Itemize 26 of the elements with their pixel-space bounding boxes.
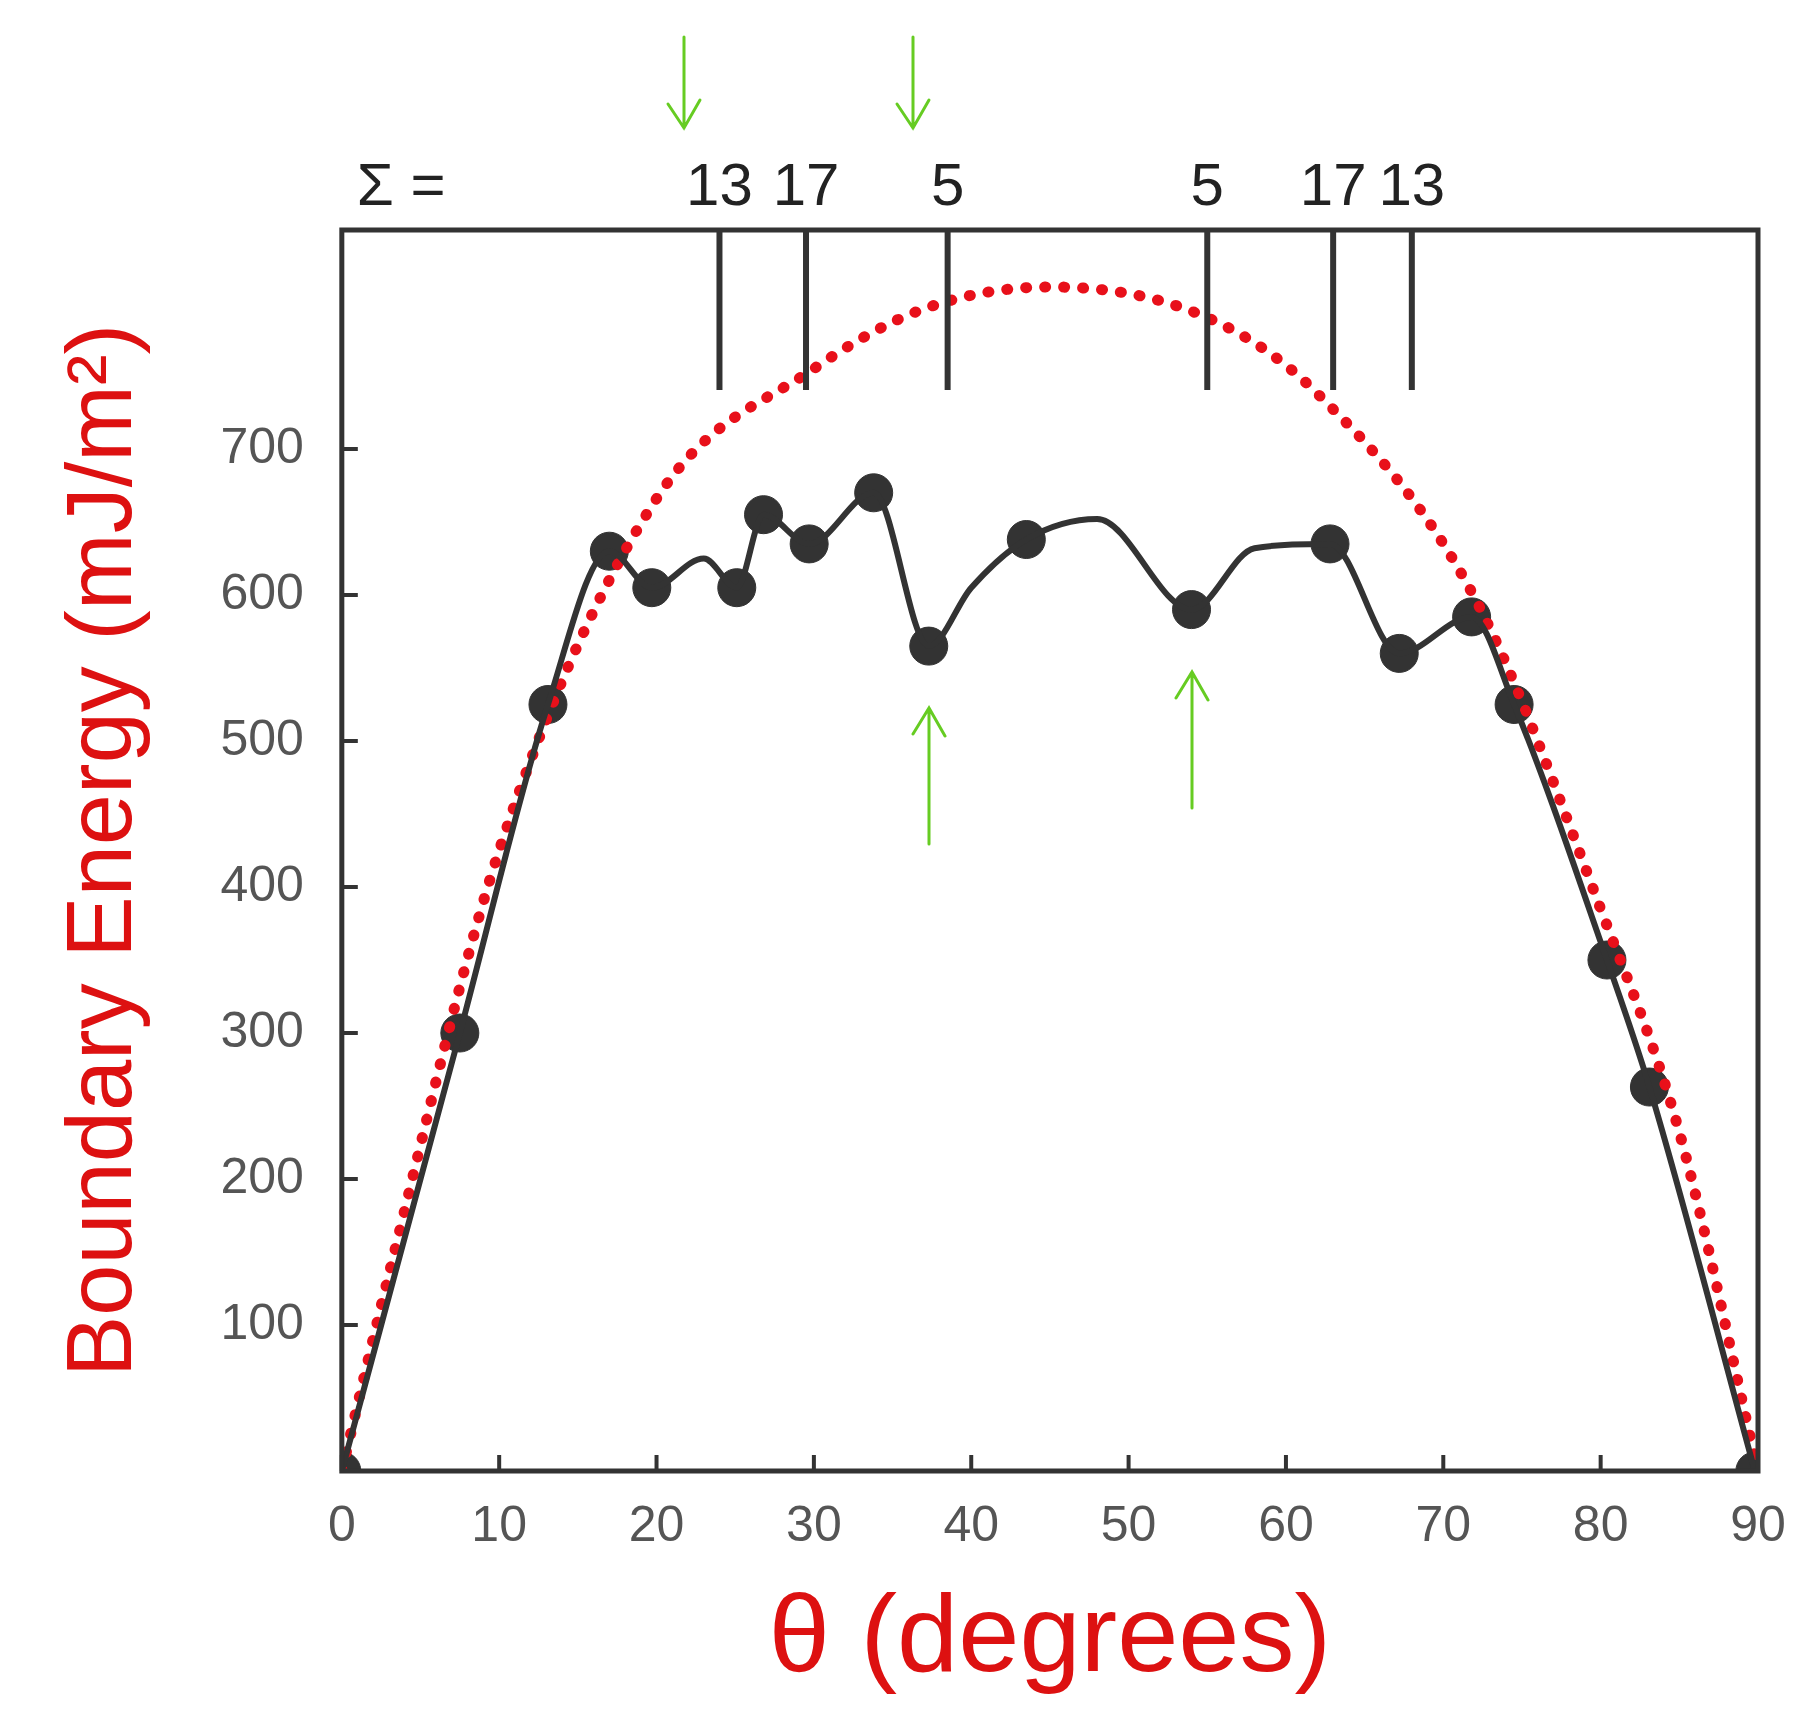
x-tick-label: 10 <box>471 1495 527 1552</box>
x-tick-label: 60 <box>1258 1495 1314 1552</box>
x-tick-label: 20 <box>628 1495 685 1552</box>
x-tick-label: 30 <box>786 1495 842 1552</box>
text: 5 <box>930 150 965 218</box>
x-tick-label: 40 <box>943 1495 1000 1552</box>
y-tick-label: 300 <box>220 1001 304 1058</box>
x-tick-label: 70 <box>1415 1495 1472 1552</box>
text: 13 <box>686 150 753 218</box>
x-tick-label: 90 <box>1730 1495 1786 1552</box>
y-tick-label: 100 <box>220 1293 304 1350</box>
text: 17 <box>1299 150 1367 218</box>
y-tick-label: 700 <box>220 417 304 474</box>
x-tick-label: 50 <box>1100 1495 1157 1552</box>
y-tick-label: 500 <box>220 709 304 766</box>
x-axis-title: θ (degrees) <box>768 1571 1332 1695</box>
text: 13 <box>1378 150 1446 218</box>
text: Σ = <box>356 150 446 218</box>
text: 17 <box>772 150 840 218</box>
x-tick-label: 0 <box>327 1495 356 1552</box>
x-tick-label: 80 <box>1572 1495 1629 1552</box>
y-tick-label: 400 <box>220 855 304 912</box>
y-axis-title: Boundary Energy (mJ/m²) <box>47 323 150 1378</box>
y-tick-label: 600 <box>220 563 304 620</box>
text: 5 <box>1190 150 1224 218</box>
y-tick-label: 200 <box>220 1147 304 1204</box>
